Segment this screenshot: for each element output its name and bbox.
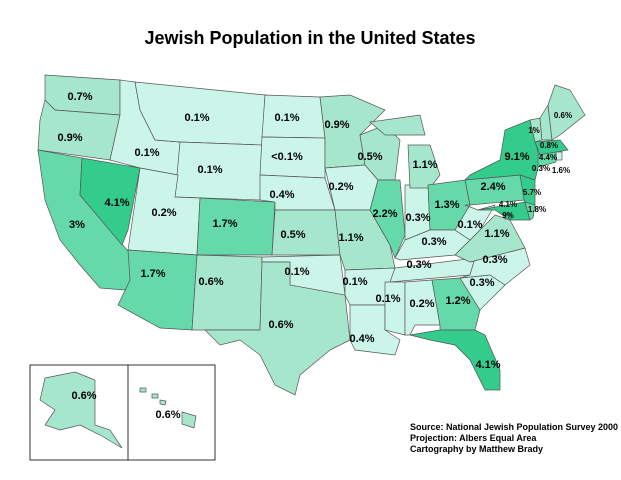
state-label: 1.2% [445, 295, 470, 307]
state-label: 0.1% [284, 266, 309, 278]
state-region [384, 281, 406, 336]
state-region [504, 213, 512, 220]
state-label: 0.1% [375, 293, 400, 305]
state-label: 4.1% [499, 200, 517, 209]
state-label: 0.6% [71, 390, 96, 402]
state-region [204, 261, 351, 396]
state-label: <0.1% [271, 151, 303, 163]
state-label: 0.5% [357, 151, 382, 163]
state-label: 1.8% [528, 205, 546, 214]
state-label: 4.4% [539, 153, 557, 162]
state-label: 0.1% [274, 112, 299, 124]
state-region [459, 247, 531, 286]
state-label: 1.7% [140, 268, 165, 280]
state-label: 0.1% [342, 276, 367, 288]
state-region [117, 249, 198, 331]
state-label: 1% [528, 126, 540, 135]
state-label: 1.6% [552, 166, 570, 175]
state-label: 0.6% [268, 319, 293, 331]
state-label: 1.1% [484, 228, 509, 240]
state-label: 0.3% [421, 236, 446, 248]
state-region [409, 329, 501, 391]
state-label: 0.1% [457, 219, 482, 231]
state-label: 0.3% [406, 259, 431, 271]
state-label: 1.1% [338, 232, 363, 244]
state-label: 0.1% [197, 164, 222, 176]
state-label: 0.2% [328, 181, 353, 193]
state-label: 0.5% [280, 229, 305, 241]
projection-note: Projection: Albers Equal Area [410, 433, 537, 443]
state-label: 4.1% [475, 359, 500, 371]
state-label: 0.4% [269, 189, 294, 201]
state-label: 3% [69, 219, 85, 231]
state-label: 0.9% [324, 119, 349, 131]
state-label: 0.9% [57, 132, 82, 144]
state-label: 1.7% [212, 218, 237, 230]
state-label: 0.6% [554, 111, 572, 120]
state-label: 0.8% [540, 141, 558, 150]
state-label: 4.1% [104, 197, 129, 209]
state-label: 0.3% [532, 164, 550, 173]
inset-frame [29, 364, 216, 461]
state-label: 0.6% [155, 409, 180, 421]
state-label: 5.7% [523, 188, 541, 197]
state-label: 0.3% [469, 277, 494, 289]
state-label: 0.1% [184, 112, 209, 124]
state-region [524, 201, 536, 221]
state-region [191, 254, 263, 331]
state-region [181, 411, 197, 429]
state-region [407, 144, 441, 189]
state-region [537, 151, 557, 168]
state-label: 9% [502, 211, 514, 220]
state-region [159, 399, 167, 406]
state-label: 1.1% [412, 159, 437, 171]
credit-note: Cartography by Matthew Brady [410, 444, 543, 454]
state-label: 9.1% [504, 151, 529, 163]
state-region [534, 139, 569, 156]
state-label: 0.6% [198, 276, 223, 288]
state-region [139, 387, 147, 393]
state-label: 2.4% [480, 181, 505, 193]
state-region [39, 371, 123, 449]
state-label: 0.2% [409, 298, 434, 310]
state-label: 0.3% [405, 212, 430, 224]
state-label: 2.2% [372, 208, 397, 220]
state-label: 0.7% [67, 91, 92, 103]
state-region [369, 114, 426, 136]
state-region [79, 157, 141, 246]
state-label: 0.4% [349, 333, 374, 345]
state-region [477, 201, 531, 221]
state-label: 1.3% [434, 199, 459, 211]
state-region [151, 393, 159, 399]
state-label: 0.1% [134, 147, 159, 159]
map-title: Jewish Population in the United States [144, 28, 475, 48]
source-note: Source: National Jewish Population Surve… [410, 422, 618, 432]
state-label: 0.3% [482, 254, 507, 266]
state-label: 0.2% [151, 207, 176, 219]
state-region [547, 84, 586, 141]
